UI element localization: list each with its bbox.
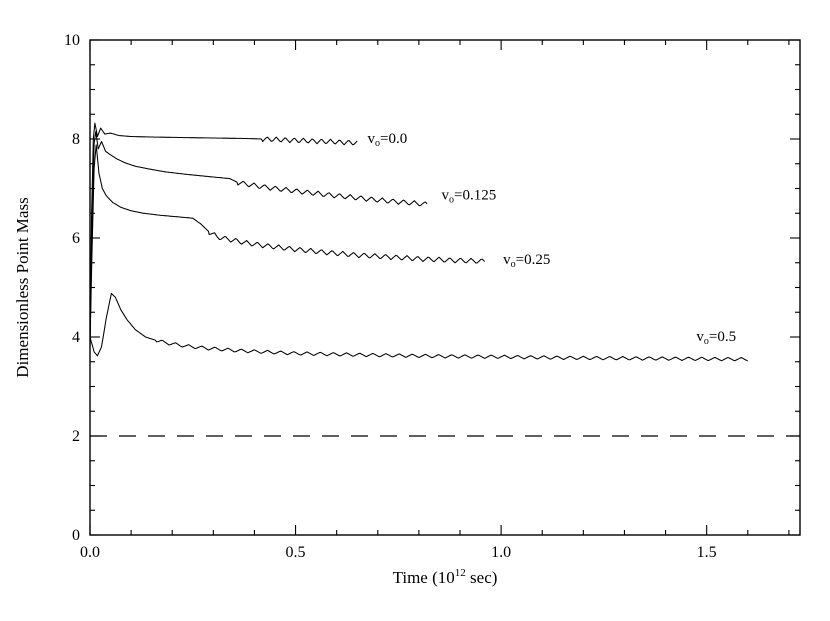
series-group: [89, 122, 749, 362]
plot-frame: [89, 39, 801, 536]
y-tick-label: 2: [72, 428, 80, 445]
y-tick-label: 6: [72, 230, 80, 247]
series-label-0: vo=0.0: [368, 131, 408, 149]
series-line-0: [89, 122, 358, 342]
y-tick-label: 10: [64, 32, 80, 49]
series-line-3: [89, 292, 749, 362]
x-axis-title: Time (1012 sec): [393, 567, 498, 587]
y-tick-label: 4: [72, 329, 80, 346]
y-tick-label: 8: [72, 131, 80, 148]
x-tick-label: 0.0: [80, 544, 100, 561]
series-label-1: vo=0.125: [442, 187, 497, 205]
series-label-2: vo=0.25: [503, 252, 550, 270]
series-line-2: [89, 144, 486, 347]
series-label-3: vo=0.5: [696, 329, 736, 347]
y-axis-title: Dimensionless Point Mass: [13, 197, 32, 377]
axis-ticks: [89, 39, 800, 536]
x-tick-label: 1.5: [697, 544, 717, 561]
x-tick-label: 0.5: [286, 544, 306, 561]
series-line-1: [89, 131, 428, 345]
y-tick-label: 0: [72, 527, 80, 544]
x-tick-label: 1.0: [491, 544, 511, 561]
